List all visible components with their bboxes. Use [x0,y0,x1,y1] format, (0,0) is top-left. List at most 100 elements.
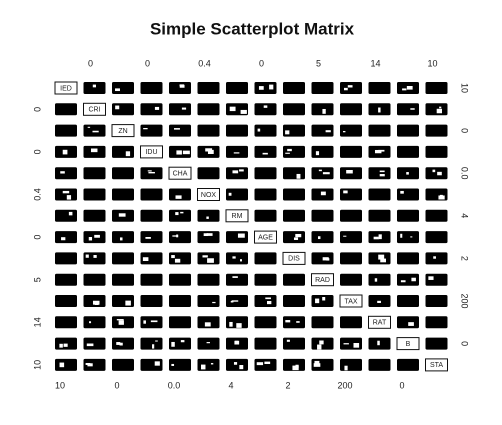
scatter-panel [340,273,362,286]
panel-gap [229,321,233,327]
scatter-panel [254,209,277,222]
scatter-panel [55,231,77,244]
panel-gap [232,256,236,259]
panel-gap [285,152,290,154]
panel-gap [116,342,121,345]
scatter-panel [112,167,134,180]
scatter-panel [425,231,448,244]
scatter-panel [55,358,77,371]
variable-label: NOX [201,192,217,199]
bottom-tick-label: 2 [285,380,290,390]
scatter-panel [397,252,419,265]
panel-gap [176,150,182,155]
scatter-panel [140,188,163,201]
right-tick-label: 10 [460,83,470,93]
panel-gap [62,149,68,155]
scatter-panel [169,82,191,94]
panel-gap [206,233,213,236]
panel-gap [432,169,436,173]
top-tick-label: 0 [259,58,264,68]
scatter-panel [425,252,448,265]
scatter-panel [340,252,362,265]
scatter-panel [397,124,419,137]
panel-gap [118,213,126,217]
right-tick-label: 2 [460,256,470,261]
panel-gap [257,128,261,132]
panel-gap [379,174,385,177]
panel-gap [59,343,63,348]
scatter-panel [112,231,134,244]
left-tick-label: 0 [32,235,42,240]
panel-gap [439,194,443,196]
scatter-panel [254,167,277,180]
scatter-panel [397,103,419,116]
scatter-panel [254,252,277,265]
scatter-panel [197,295,220,307]
diagonal-panel [168,166,192,180]
scatter-panel [140,273,163,286]
scatter-panel [140,209,163,222]
top-tick-label: 0 [88,58,93,68]
panel-gap [231,300,239,302]
right-tick-label: 0.0 [460,167,470,180]
diagonal-panel [396,337,420,351]
panel-gap [325,130,331,133]
panel-gap [118,320,124,325]
panel-gap [142,257,149,261]
scatter-panel [254,103,277,116]
panel-gap [233,362,238,365]
panel-gap [181,107,187,110]
scatter-panel [311,124,334,137]
panel-gap [239,259,243,262]
scatter-panel [340,316,362,329]
panel-gap [378,107,381,113]
top-tick-label: 10 [427,58,437,68]
left-tick-label: 14 [32,317,42,327]
variable-label: STA [430,362,443,369]
panel-gap [203,233,209,237]
scatter-panel [169,209,191,222]
scatter-panel [283,82,305,94]
panel-gap [286,339,290,342]
panel-gap [240,109,247,114]
scatter-panel [397,231,419,244]
panel-gap [265,297,271,300]
panel-gap [408,322,414,326]
diagonal-panel [225,209,249,223]
panel-gap [315,298,320,304]
variable-label: AGE [258,234,273,241]
scatter-panel [254,337,277,350]
left-tick-label: 0.4 [32,188,42,201]
scatter-panel [140,337,163,350]
scatter-panel [368,82,391,94]
left-tick-label: 0 [32,107,42,112]
panel-gap [92,300,100,305]
panel-gap [210,363,214,365]
scatter-panel [112,103,134,116]
scatter-panel [397,273,419,286]
variable-label: ZN [118,128,127,135]
scatter-panel [283,167,305,180]
panel-gap [406,172,409,175]
panel-gap [68,211,73,216]
panel-gap [374,149,382,154]
scatter-panel [226,358,248,371]
panel-gap [314,360,320,366]
scatter-panel [368,209,391,222]
bottom-tick-label: 4 [228,380,233,390]
panel-gap [228,192,232,196]
bottom-tick-label: 0.0 [168,380,181,390]
scatter-panel [368,167,391,180]
scatter-panel [397,145,419,158]
scatter-panel [197,124,220,137]
variable-label: IDU [145,149,157,156]
variable-label: DIS [288,256,300,263]
scatter-panel [169,273,191,286]
scatter-panel [197,273,220,286]
scatter-panel [254,358,277,371]
right-tick-label: 0 [460,341,470,346]
scatter-panel [55,124,77,137]
panel-gap [235,340,239,344]
panel-gap [232,276,238,278]
scatter-panel [197,358,220,371]
